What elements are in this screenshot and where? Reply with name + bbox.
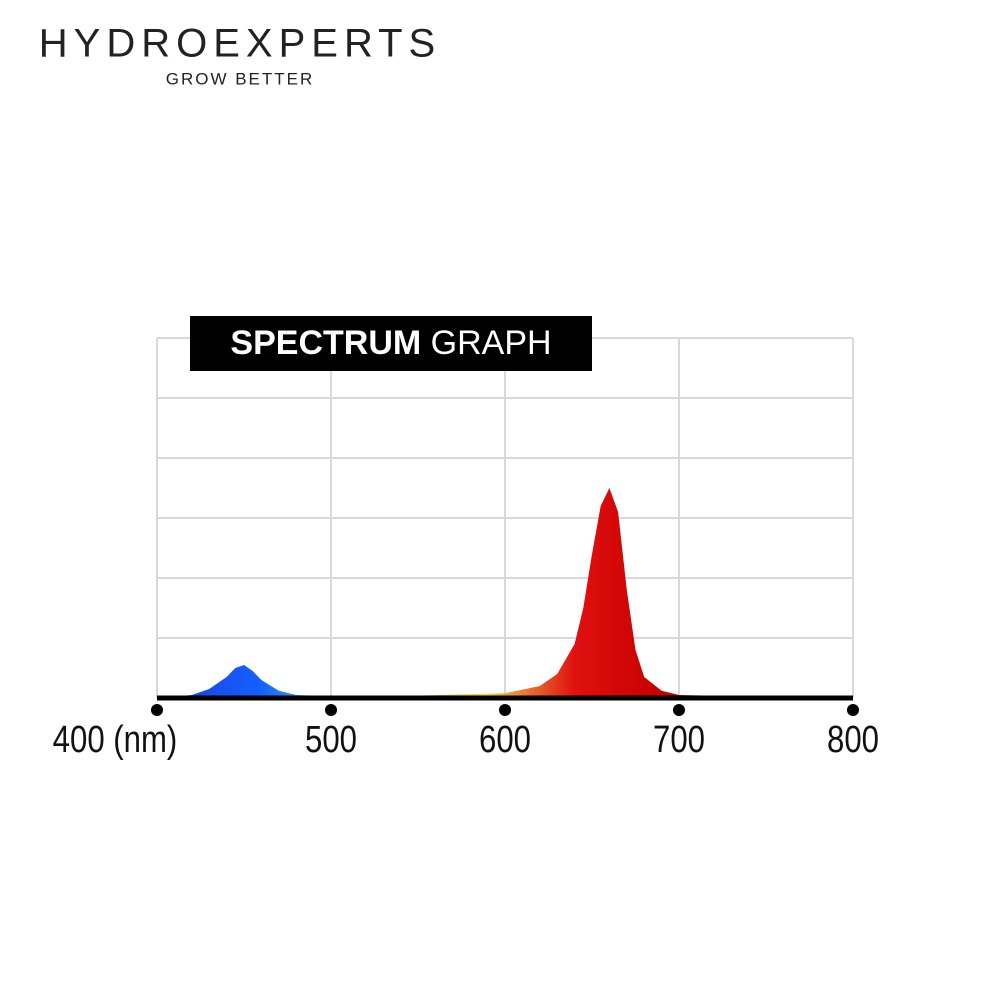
tick-dot	[325, 704, 337, 716]
title-strong: SPECTRUM	[230, 324, 421, 362]
x-tick-label: 500	[305, 719, 357, 761]
x-tick-label: 600	[479, 719, 531, 761]
brand-name: HYDROEXPERTS	[39, 22, 441, 66]
title-light: GRAPH	[431, 324, 552, 362]
grid	[156, 337, 854, 699]
brand-tagline: GROW BETTER	[166, 69, 315, 88]
x-axis: 400 (nm) 500 600 700 800	[53, 695, 879, 761]
spectrum-area	[157, 488, 853, 698]
tick-dot	[847, 704, 859, 716]
plot	[157, 488, 853, 698]
x-tick-label: 400 (nm)	[53, 719, 178, 761]
tick-dot	[673, 704, 685, 716]
title-box	[190, 316, 592, 371]
x-tick-label: 700	[653, 719, 705, 761]
tick-dot	[151, 704, 163, 716]
chart-title: SPECTRUM GRAPH	[230, 324, 551, 362]
tick-dot	[499, 704, 511, 716]
x-tick-label: 800	[827, 719, 879, 761]
